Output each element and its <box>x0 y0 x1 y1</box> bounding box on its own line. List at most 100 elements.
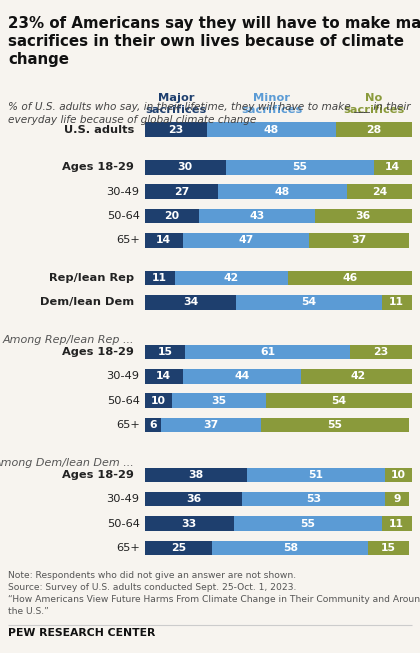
Text: 23% of Americans say they will have to make major
sacrifices in their own lives : 23% of Americans say they will have to m… <box>8 16 420 67</box>
Bar <box>145 233 183 247</box>
Bar <box>382 517 412 531</box>
Bar <box>385 492 409 507</box>
Text: 10: 10 <box>151 396 166 406</box>
Text: Rep/lean Rep: Rep/lean Rep <box>49 273 134 283</box>
Text: U.S. adults: U.S. adults <box>64 125 134 135</box>
Text: % of U.S. adults who say, in their lifetime, they will have to make ___ in their: % of U.S. adults who say, in their lifet… <box>8 101 411 125</box>
Text: 14: 14 <box>385 162 400 172</box>
Text: Ages 18-29: Ages 18-29 <box>62 470 134 480</box>
Bar <box>145 122 207 137</box>
Bar <box>175 270 288 285</box>
Bar <box>212 541 368 555</box>
Bar <box>218 184 347 199</box>
Text: 23: 23 <box>373 347 388 357</box>
Bar <box>261 418 409 432</box>
Bar <box>183 369 301 384</box>
Bar <box>145 541 212 555</box>
Text: 14: 14 <box>156 372 171 381</box>
Text: 54: 54 <box>331 396 346 406</box>
Text: 15: 15 <box>381 543 396 553</box>
Bar <box>301 369 414 384</box>
Bar <box>374 160 412 174</box>
Text: 65+: 65+ <box>116 235 139 246</box>
Text: 36: 36 <box>186 494 201 504</box>
Text: 53: 53 <box>306 494 321 504</box>
Bar <box>266 393 412 408</box>
Text: Minor
sacrifices: Minor sacrifices <box>241 93 302 115</box>
Text: 14: 14 <box>156 235 171 246</box>
Bar <box>145 393 172 408</box>
Text: 37: 37 <box>203 420 218 430</box>
Bar <box>145 418 161 432</box>
Text: 44: 44 <box>234 372 249 381</box>
Text: Dem/lean Dem: Dem/lean Dem <box>40 297 134 307</box>
Text: 11: 11 <box>389 518 404 528</box>
Text: 55: 55 <box>300 518 315 528</box>
Text: 30-49: 30-49 <box>107 372 139 381</box>
Bar <box>309 233 409 247</box>
Bar <box>145 270 175 285</box>
Text: 55: 55 <box>292 162 307 172</box>
Bar <box>145 492 242 507</box>
Bar <box>336 122 412 137</box>
Text: 42: 42 <box>350 372 365 381</box>
Bar <box>247 468 385 482</box>
Text: 10: 10 <box>391 470 406 480</box>
Bar <box>145 184 218 199</box>
Bar <box>145 160 226 174</box>
Bar <box>368 541 409 555</box>
Text: 15: 15 <box>158 347 173 357</box>
Bar <box>385 468 412 482</box>
Text: 42: 42 <box>223 273 239 283</box>
Bar <box>145 517 234 531</box>
Text: 23: 23 <box>168 125 184 135</box>
Text: 20: 20 <box>164 211 179 221</box>
Bar <box>234 517 382 531</box>
Bar <box>288 270 412 285</box>
Bar <box>349 345 412 359</box>
Text: Among Rep/lean Rep ...: Among Rep/lean Rep ... <box>3 335 134 345</box>
Text: 48: 48 <box>264 125 279 135</box>
Text: 65+: 65+ <box>116 420 139 430</box>
Text: Major
sacrifices: Major sacrifices <box>145 93 207 115</box>
Text: 11: 11 <box>389 297 404 307</box>
Text: 48: 48 <box>275 187 290 197</box>
Bar <box>161 418 261 432</box>
Text: 25: 25 <box>171 543 186 553</box>
Text: 28: 28 <box>366 125 381 135</box>
Text: 30-49: 30-49 <box>107 187 139 197</box>
Text: 54: 54 <box>302 297 317 307</box>
Text: 50-64: 50-64 <box>107 211 139 221</box>
Text: 38: 38 <box>189 470 204 480</box>
Bar <box>242 492 385 507</box>
Text: Among Dem/lean Dem ...: Among Dem/lean Dem ... <box>0 458 134 468</box>
Text: 58: 58 <box>283 543 298 553</box>
Bar <box>145 295 236 310</box>
Bar <box>145 468 247 482</box>
Bar <box>207 122 336 137</box>
Bar <box>347 184 412 199</box>
Text: PEW RESEARCH CENTER: PEW RESEARCH CENTER <box>8 628 156 638</box>
Bar <box>183 233 309 247</box>
Text: 11: 11 <box>152 273 167 283</box>
Text: 51: 51 <box>308 470 323 480</box>
Bar <box>382 295 412 310</box>
Text: 34: 34 <box>183 297 198 307</box>
Bar <box>172 393 266 408</box>
Text: 37: 37 <box>352 235 367 246</box>
Text: 46: 46 <box>342 273 357 283</box>
Text: Note: Respondents who did not give an answer are not shown.
Source: Survey of U.: Note: Respondents who did not give an an… <box>8 571 420 616</box>
Text: 27: 27 <box>173 187 189 197</box>
Text: 47: 47 <box>238 235 254 246</box>
Bar <box>236 295 382 310</box>
Text: Ages 18-29: Ages 18-29 <box>62 347 134 357</box>
Text: 33: 33 <box>182 518 197 528</box>
Bar <box>145 208 199 223</box>
Text: No
sacrifices: No sacrifices <box>343 93 404 115</box>
Bar <box>145 345 185 359</box>
Text: 36: 36 <box>355 211 371 221</box>
Text: 9: 9 <box>393 494 401 504</box>
Text: 55: 55 <box>327 420 342 430</box>
Text: 61: 61 <box>260 347 275 357</box>
Text: 24: 24 <box>372 187 387 197</box>
